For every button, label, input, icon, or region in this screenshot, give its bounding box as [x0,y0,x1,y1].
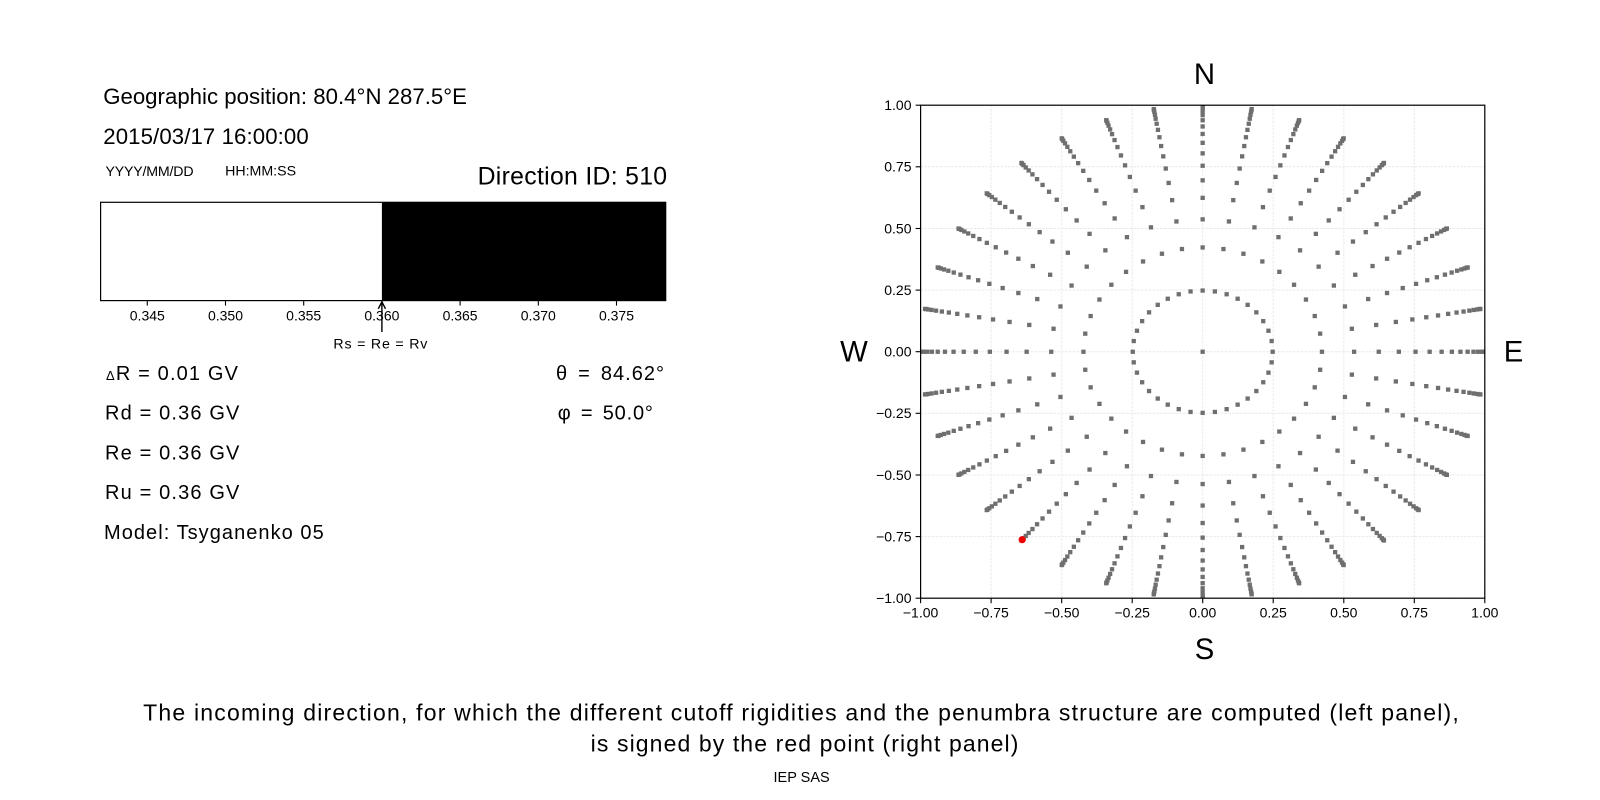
svg-text:Model: Tsyganenko 05: Model: Tsyganenko 05 [104,522,325,544]
svg-text:1.00: 1.00 [1471,605,1498,621]
svg-text:0.00: 0.00 [884,344,911,360]
svg-text:θ = 84.62°: θ = 84.62° [556,363,665,385]
svg-text:IEP SAS: IEP SAS [774,770,830,786]
svg-text:Geographic position: 80.4°N 28: Geographic position: 80.4°N 287.5°E [103,84,467,109]
svg-text:−1.00: −1.00 [876,590,912,606]
svg-text:0.25: 0.25 [884,282,911,298]
svg-text:Direction ID: 510: Direction ID: 510 [478,164,668,191]
svg-text:0.350: 0.350 [208,307,243,323]
svg-text:0.375: 0.375 [599,307,634,323]
svg-text:N: N [1194,58,1215,91]
svg-text:0.370: 0.370 [521,307,556,323]
svg-text:W: W [840,336,868,369]
svg-text:Ru = 0.36 GV: Ru = 0.36 GV [105,482,241,504]
svg-text:The incoming direction, for wh: The incoming direction, for which the di… [143,700,1460,726]
svg-text:0.345: 0.345 [130,307,165,323]
svg-text:0.25: 0.25 [1260,605,1287,621]
svg-text:1.00: 1.00 [884,97,911,113]
svg-text:YYYY/MM/DD: YYYY/MM/DD [106,164,194,180]
svg-text:0.75: 0.75 [1401,605,1428,621]
svg-text:0.50: 0.50 [1330,605,1357,621]
svg-text:Re = 0.36 GV: Re = 0.36 GV [105,442,241,464]
svg-text:Rd = 0.36 GV: Rd = 0.36 GV [105,403,241,425]
svg-text:−0.75: −0.75 [876,528,912,544]
svg-text:−1.00: −1.00 [903,605,939,621]
svg-text:0.75: 0.75 [884,159,911,175]
svg-text:φ = 50.0°: φ = 50.0° [558,403,654,425]
svg-text:S: S [1195,633,1215,666]
svg-text:2015/03/17 16:00:00: 2015/03/17 16:00:00 [103,124,308,149]
svg-text:0.00: 0.00 [1189,605,1216,621]
svg-text:Rs = Re = Rv: Rs = Re = Rv [333,337,428,353]
svg-text:0.50: 0.50 [884,220,911,236]
svg-text:−0.75: −0.75 [973,605,1009,621]
svg-text:−0.50: −0.50 [1044,605,1080,621]
svg-text:0.355: 0.355 [286,307,321,323]
svg-text:HH:MM:SS: HH:MM:SS [225,163,296,179]
svg-text:is signed by the red point (ri: is signed by the red point (right panel) [591,730,1020,756]
svg-text:E: E [1504,336,1524,369]
svg-text:−0.50: −0.50 [876,467,912,483]
svg-text:−0.25: −0.25 [876,405,912,421]
svg-text:−0.25: −0.25 [1114,605,1150,621]
svg-text:0.365: 0.365 [443,307,478,323]
svg-text:ΔR = 0.01 GV: ΔR = 0.01 GV [106,363,239,385]
